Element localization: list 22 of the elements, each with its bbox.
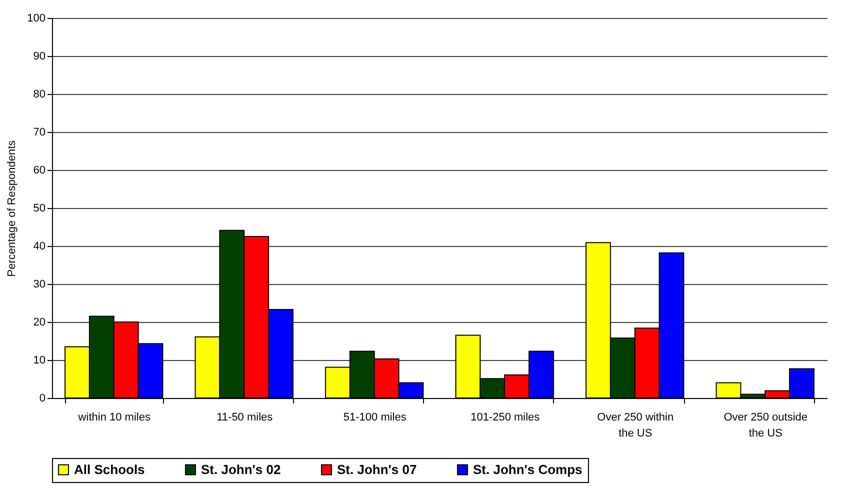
y-axis-title: Percentage of Respondents: [6, 140, 18, 277]
legend-label: All Schools: [74, 462, 145, 477]
x-tick-label: 11-50 miles: [216, 412, 274, 424]
y-tick-label: 100: [27, 12, 46, 24]
y-tick-label: 10: [33, 354, 46, 366]
y-tick-label: 20: [33, 316, 46, 328]
legend-label: St. John's Comps: [473, 462, 582, 477]
x-tick-label: Over 250 within the US: [597, 412, 674, 440]
y-tick-label: 50: [33, 202, 46, 214]
legend-label: St. John's 02: [201, 462, 281, 477]
x-tick-label: within 10 miles: [77, 412, 151, 424]
y-tick-label: 70: [33, 126, 46, 138]
legend-label: St. John's 07: [337, 462, 417, 477]
y-tick-label: 30: [33, 278, 46, 290]
x-tick-label: 101-250 miles: [470, 412, 540, 424]
y-tick-label: 80: [33, 88, 46, 100]
y-tick-label: 40: [33, 240, 46, 252]
y-tick-label: 90: [33, 50, 46, 62]
x-tick-label: 51-100 miles: [343, 412, 407, 424]
y-tick-label: 60: [33, 164, 46, 176]
x-tick-label: Over 250 outside the US: [724, 412, 808, 440]
y-tick-label: 0: [39, 392, 46, 404]
